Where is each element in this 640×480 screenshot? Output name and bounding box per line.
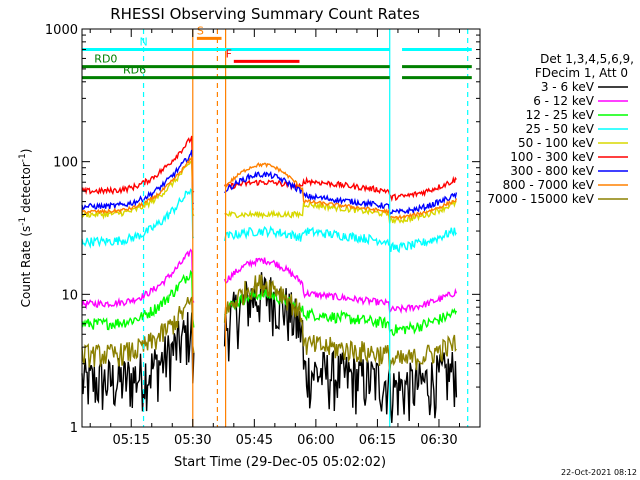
status-flag-layer: N S F RD0 RD6 xyxy=(82,24,472,80)
x-tick-label: 05:30 xyxy=(174,433,211,448)
legend-label: 7000 - 15000 keV xyxy=(487,192,594,206)
axis-layer: 1 10 100 1000 05:15 05:30 05:45 06:00 06:15 06:30 xyxy=(45,23,480,448)
series-layer xyxy=(81,135,458,423)
legend: Det 1,3,4,5,6,9, FDecim 1, Att 0 3 - 6 k… xyxy=(487,52,634,206)
plot-frame xyxy=(81,28,481,428)
series-line-300to800keV xyxy=(81,149,458,217)
y-axis-label-end: ) xyxy=(19,149,33,154)
legend-label: 3 - 6 keV xyxy=(541,80,595,94)
legend-label: 50 - 100 keV xyxy=(518,136,595,150)
flag-label-n: N xyxy=(139,36,147,49)
legend-label: 100 - 300 keV xyxy=(510,150,594,164)
series-line-100to300keV xyxy=(81,135,457,203)
marker-layer xyxy=(142,29,469,427)
series-line-50to100keV xyxy=(81,159,457,225)
y-tick-label: 100 xyxy=(53,156,78,171)
flag-label-f: F xyxy=(226,47,232,60)
chart-title: RHESSI Observing Summary Count Rates xyxy=(110,5,420,23)
y-axis-label-sup1: -1 xyxy=(18,217,28,226)
y-axis-label: Count Rate (s-1 detector-1) xyxy=(18,149,33,308)
x-tick-label: 06:30 xyxy=(420,433,457,448)
x-tick-label: 05:45 xyxy=(236,433,273,448)
flag-label-s: S xyxy=(197,24,204,37)
footer-timestamp: 22-Oct-2021 08:12 xyxy=(561,468,637,477)
legend-label: 6 - 12 keV xyxy=(533,94,595,108)
flag-label-rd0: RD0 xyxy=(94,53,117,66)
legend-label: 12 - 25 keV xyxy=(526,108,595,122)
y-axis-label-sup2: -1 xyxy=(18,153,28,162)
y-tick-label: 10 xyxy=(61,288,78,303)
y-axis-label-main: Count Rate (s xyxy=(19,226,33,308)
x-tick-label: 05:15 xyxy=(113,433,150,448)
series-line-6to12keV xyxy=(81,248,458,314)
y-tick-label: 1000 xyxy=(45,23,78,38)
legend-label: 300 - 800 keV xyxy=(510,164,594,178)
legend-header-line-2: FDecim 1, Att 0 xyxy=(535,66,628,80)
flag-label-rd6: RD6 xyxy=(123,64,146,77)
x-axis-label: Start Time (29-Dec-05 05:02:02) xyxy=(174,455,386,470)
y-tick-label: 1 xyxy=(70,421,78,436)
legend-label: 800 - 7000 keV xyxy=(503,178,595,192)
x-tick-label: 06:15 xyxy=(359,433,396,448)
series-line-7000to15000keV xyxy=(81,274,457,374)
series-line-25to50keV xyxy=(81,188,457,254)
legend-header-line-1: Det 1,3,4,5,6,9, xyxy=(540,52,634,66)
legend-label: 25 - 50 keV xyxy=(526,122,595,136)
series-line-800to7000keV xyxy=(81,156,458,221)
x-tick-label: 06:00 xyxy=(297,433,334,448)
y-axis-label-mid: detector xyxy=(19,162,33,217)
